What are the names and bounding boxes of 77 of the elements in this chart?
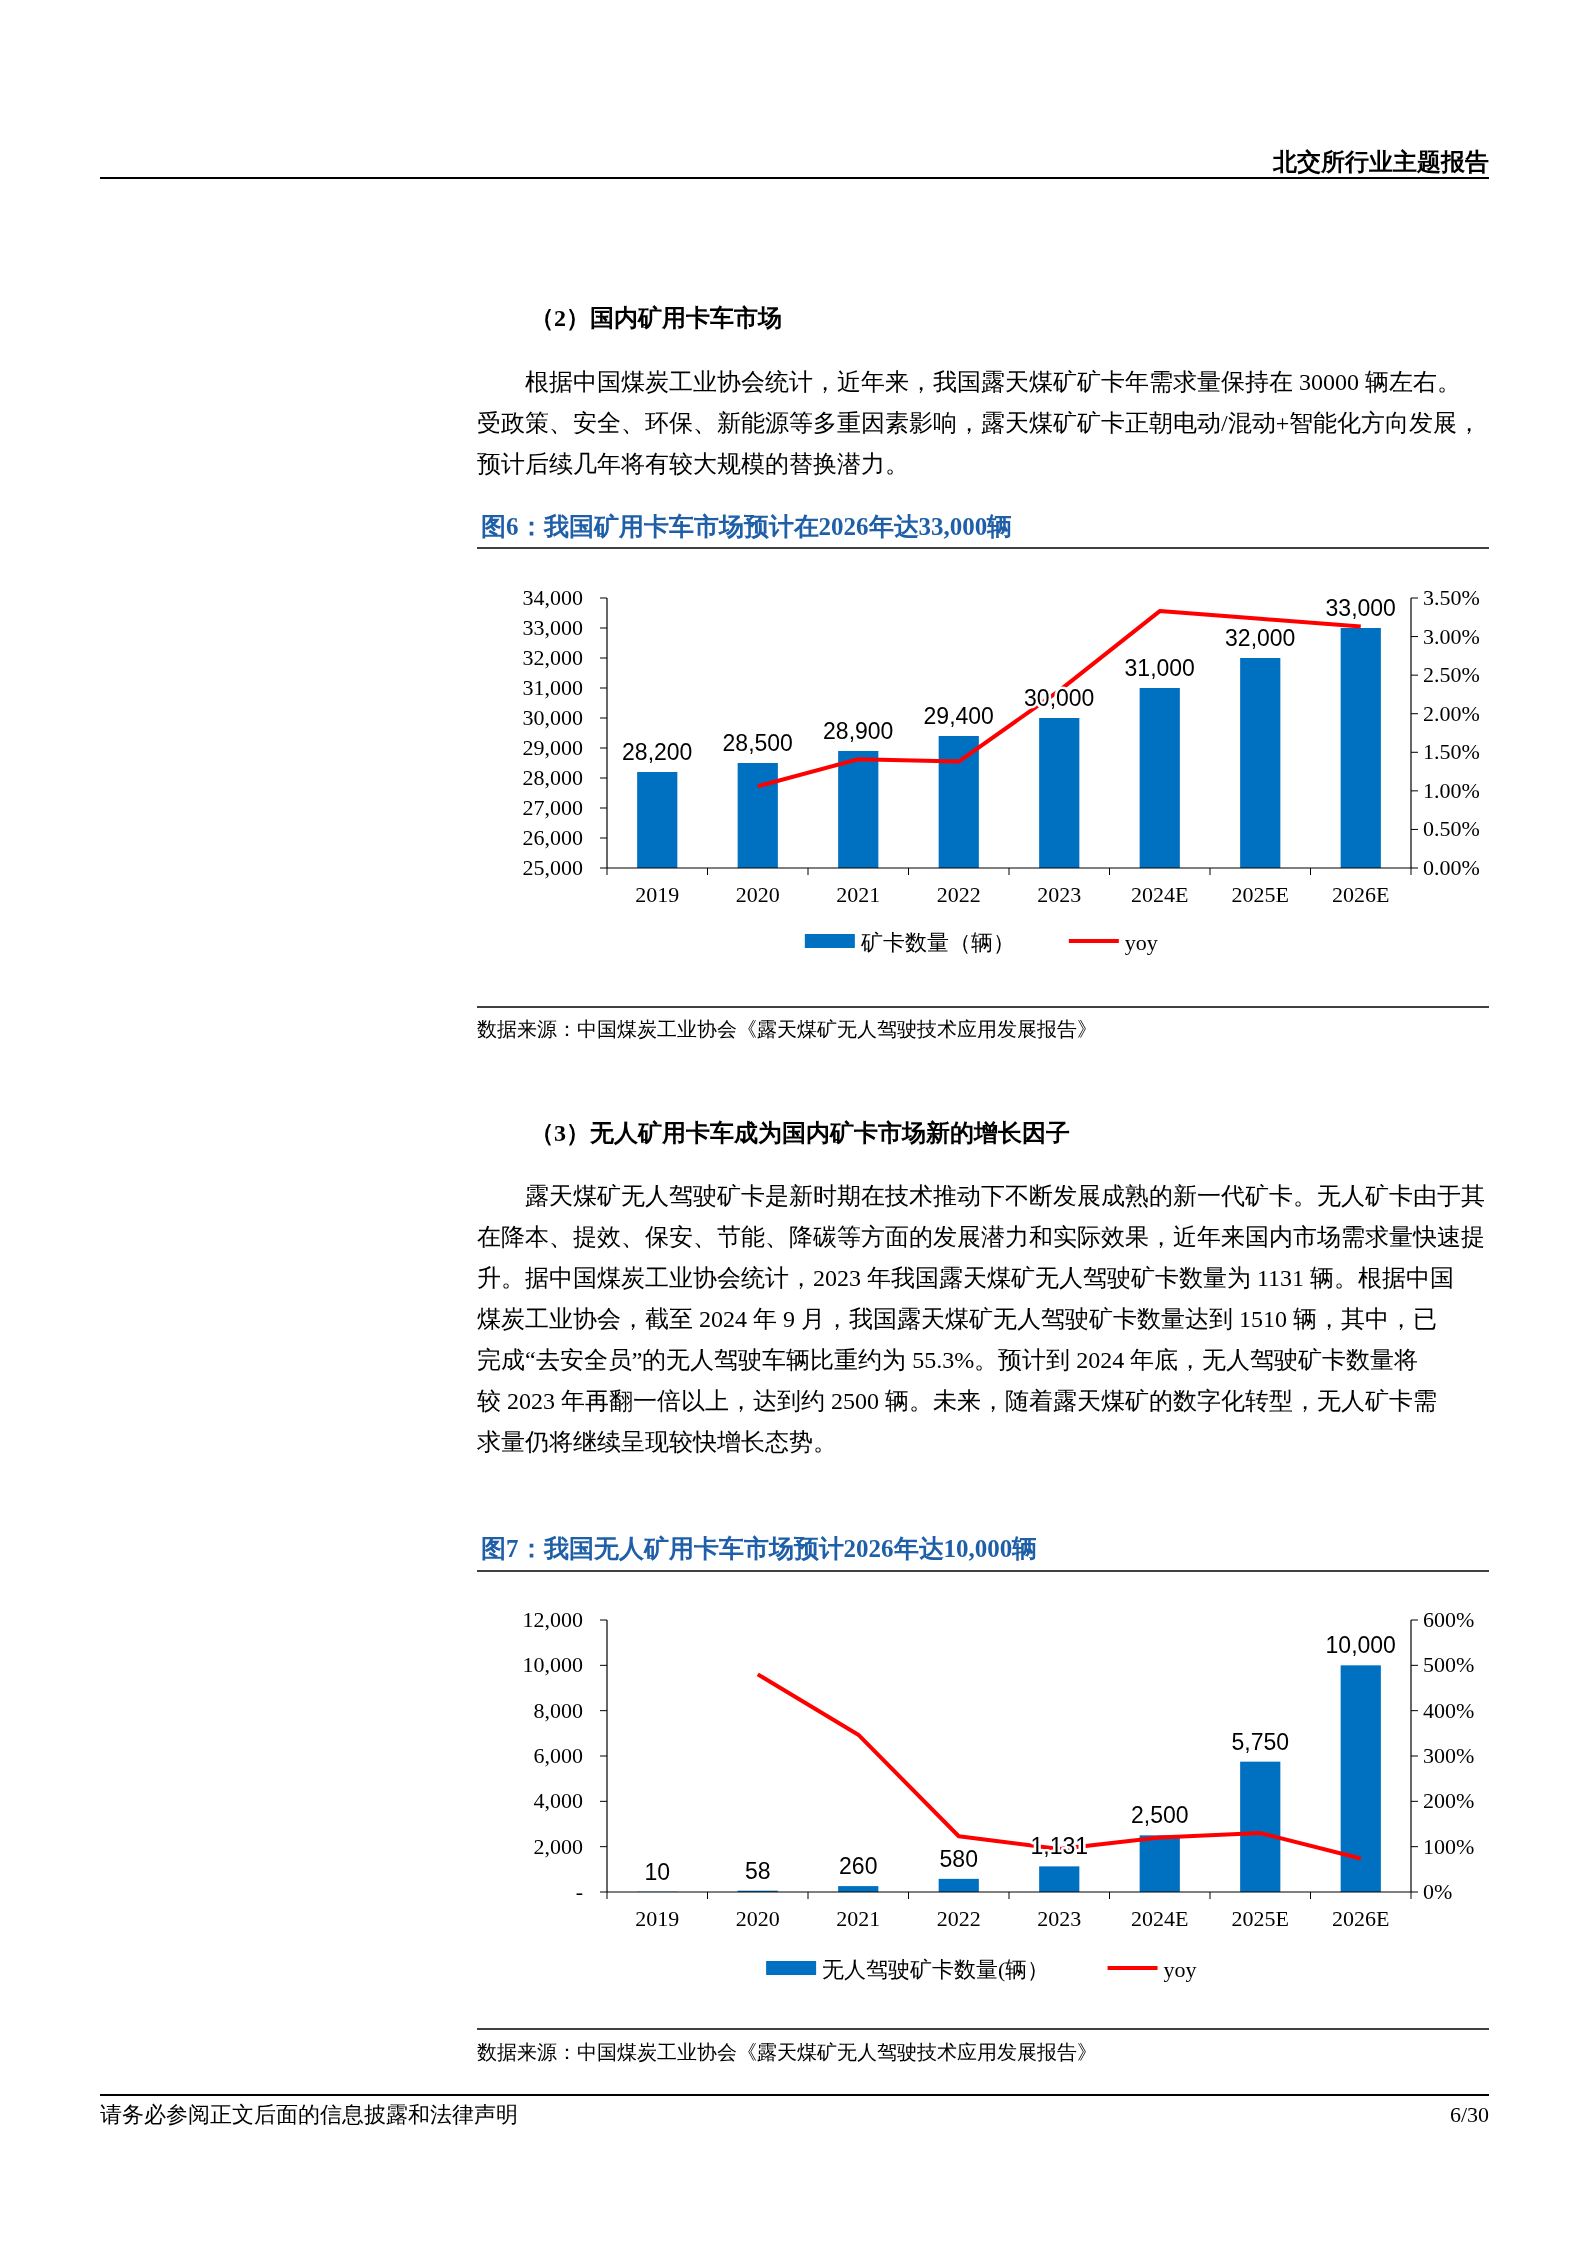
y-tick-label: 33,000 (522, 615, 583, 640)
data-label: 28,900 (823, 718, 894, 744)
x-tick-label: 2021 (836, 882, 881, 907)
data-label: 28,200 (622, 739, 693, 765)
y-tick-label: 12,000 (522, 1607, 583, 1632)
y-tick-label: 4,000 (533, 1788, 583, 1814)
y2-tick-label: 600% (1423, 1607, 1475, 1632)
y2-tick-label: 2.00% (1423, 700, 1480, 726)
data-label: 580 (939, 1845, 978, 1872)
legend-label: 无人驾驶矿卡数量(辆） (822, 1957, 1050, 1982)
y2-tick-label: 2.50% (1423, 662, 1480, 688)
text: 6/30 (1449, 2102, 1489, 2127)
y-tick-label: 28,000 (522, 765, 583, 790)
y2-tick-label: 1.00% (1423, 777, 1480, 803)
text: （3）无人矿用卡车成为国内矿卡市场新的增长因子 (530, 1120, 1070, 1146)
data-label: 10 (644, 1858, 671, 1885)
data-label: 10,000 (1325, 1632, 1396, 1659)
legend-label: yoy (1124, 930, 1158, 955)
y2-tick-label: 300% (1423, 1743, 1475, 1768)
y2-tick-label: 400% (1423, 1697, 1475, 1723)
x-tick-label: 2025E (1231, 882, 1289, 907)
y-tick-label: 6,000 (533, 1743, 583, 1768)
y-tick-label: - (575, 1879, 583, 1904)
text: 北交所行业主题报告 (1272, 148, 1489, 175)
x-tick-label: 2024E (1131, 1906, 1189, 1931)
data-label: 2,500 (1130, 1802, 1189, 1829)
y-tick-label: 26,000 (522, 825, 583, 850)
x-tick-label: 2026E (1332, 1906, 1390, 1931)
x-tick-label: 2020 (735, 882, 780, 907)
y-tick-label: 34,000 (522, 585, 583, 610)
y-tick-label: 2,000 (533, 1833, 583, 1859)
x-tick-label: 2022 (936, 882, 981, 907)
x-tick-label: 2021 (836, 1906, 881, 1931)
y2-tick-label: 0% (1423, 1879, 1453, 1904)
source-note: 数据来源：中国煤炭工业协会《露天煤矿无人驾驶技术应用发展报告》 (477, 1018, 1097, 1040)
source-note: 数据来源：中国煤炭工业协会《露天煤矿无人驾驶技术应用发展报告》 (477, 2041, 1097, 2063)
x-tick-label: 2026E (1332, 882, 1390, 907)
y-tick-label: 8,000 (533, 1697, 583, 1723)
x-tick-label: 2019 (635, 882, 680, 907)
y2-tick-label: 0.00% (1423, 855, 1480, 880)
data-label: 33,000 (1325, 595, 1396, 621)
data-label: 29,400 (923, 703, 994, 729)
x-tick-label: 2023 (1037, 1906, 1082, 1931)
x-tick-label: 2020 (735, 1906, 780, 1931)
y-tick-label: 29,000 (522, 735, 583, 760)
y-tick-label: 27,000 (522, 795, 583, 820)
chart-title: 图7：我国无人矿用卡车市场预计2026年达10,000辆 (481, 1535, 1038, 1562)
legend-label: 矿卡数量（辆） (859, 930, 1015, 955)
data-label: 58 (744, 1857, 771, 1884)
legend-label: yoy (1163, 1957, 1197, 1982)
y2-tick-label: 3.00% (1423, 623, 1480, 649)
y2-tick-label: 0.50% (1423, 816, 1480, 842)
text: （2）国内矿用卡车市场 (530, 305, 782, 331)
y-tick-label: 25,000 (522, 855, 583, 880)
y-tick-label: 10,000 (522, 1652, 583, 1678)
y2-tick-label: 1.50% (1423, 739, 1480, 765)
y2-tick-label: 500% (1423, 1652, 1475, 1678)
y2-tick-label: 100% (1423, 1833, 1475, 1859)
text: 根据中国煤炭工业协会统计，近年来，我国露天煤矿矿卡年需求量保持在 30000 辆左右。受政策、安全、环保、新能源等多重因素影响，露天煤矿矿卡正朝电动/混动+智能化方向发展，预计后续几年将有较大规模的替换潜力。 (477, 369, 1482, 477)
y2-tick-label: 3.50% (1423, 585, 1480, 610)
y-tick-label: 31,000 (522, 675, 583, 700)
chart-title: 图6：我国矿用卡车市场预计在2026年达33,000辆 (481, 513, 1013, 540)
text: 露天煤矿无人驾驶矿卡是新时期在技术推动下不断发展成熟的新一代矿卡。无人矿卡由于其在降本、提效、保安、节能、降碳等方面的发展潜力和实际效果，近年来国内市场需求量快速提升。据中国煤炭工业协会统计，2023 年我国露天煤矿无人驾驶矿卡数量为 1131 辆。根据中国煤炭工业协会，截至 2024 年 9 月，我国露天煤矿无人驾驶矿卡数量达到 1510 辆，其中，已完成“去安全员”的无人驾驶车辆比重约为 55.3%。预计到 2024 年底，无人驾驶矿卡数量将较 2023 年再翻一倍以上，达到约 2500 辆。未来，随着露天煤矿的数字化转型，无人矿卡需求量仍将继续呈现较快增长态势。 (477, 1183, 1485, 1455)
y2-tick-label: 200% (1423, 1788, 1475, 1814)
text: 请务必参阅正文后面的信息披露和法律声明 (100, 2102, 518, 2127)
x-tick-label: 2019 (635, 1906, 680, 1931)
x-tick-label: 2025E (1231, 1906, 1289, 1931)
data-label: 28,500 (722, 730, 793, 756)
y-tick-label: 32,000 (522, 645, 583, 670)
x-tick-label: 2022 (936, 1906, 981, 1931)
y-tick-label: 30,000 (522, 705, 583, 730)
data-label: 5,750 (1231, 1728, 1290, 1755)
x-tick-label: 2024E (1131, 882, 1189, 907)
data-label: 32,000 (1225, 625, 1296, 651)
data-label: 31,000 (1124, 655, 1195, 681)
data-label: 260 (839, 1853, 878, 1880)
x-tick-label: 2023 (1037, 882, 1082, 907)
